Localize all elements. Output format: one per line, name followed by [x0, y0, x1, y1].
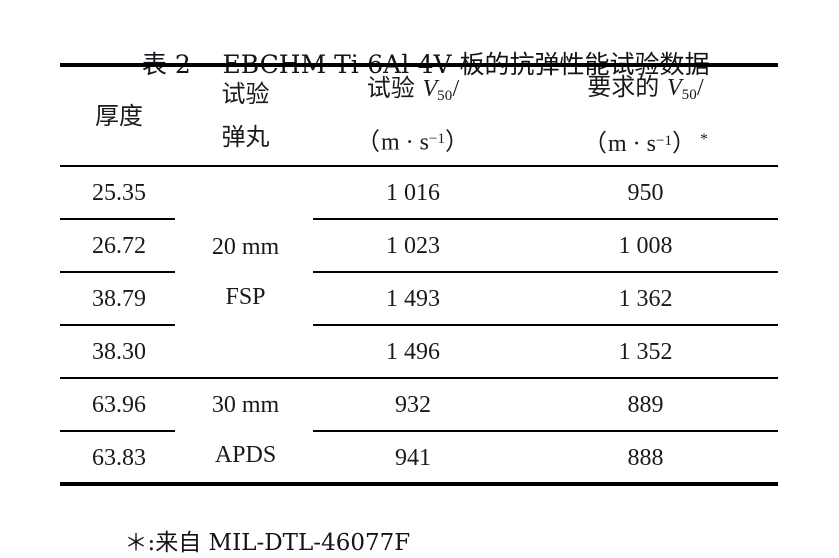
column-header-required-v50-line1: 要求的 V50/: [587, 66, 703, 117]
unit-metre: m: [608, 130, 627, 157]
table-row: 30 mm APDS: [178, 377, 313, 482]
column-header-required-v50-prefix: 要求的: [587, 73, 667, 102]
projectile-group-line2: APDS: [214, 441, 277, 468]
cell-test-v50: 1 496: [386, 339, 440, 365]
unit-middot: ·: [626, 130, 647, 157]
row-separator-5-left: [60, 430, 175, 432]
row-separator-2-left: [60, 271, 175, 273]
table-top-border: [60, 63, 778, 67]
table-row: 63.83: [60, 432, 178, 485]
projectile-group-separator: [60, 377, 778, 379]
table-row: 1 352: [513, 326, 778, 379]
table-row: 1 016: [313, 167, 513, 220]
unit-paren-open: （: [356, 129, 381, 156]
cell-test-v50: 932: [395, 392, 431, 418]
cell-required-v50: 1 008: [618, 233, 673, 259]
table-row: 38.79: [60, 273, 178, 326]
row-separator-3-right: [313, 324, 778, 326]
row-separator-1-left: [60, 218, 175, 220]
table-row: 950: [513, 167, 778, 220]
projectile-group-line2: FSP: [225, 284, 266, 310]
cell-required-v50: 950: [627, 180, 664, 206]
table-bottom-border: [60, 482, 778, 486]
projectile-group-line1: 30 mm: [211, 391, 280, 418]
cell-test-v50: 941: [395, 445, 431, 471]
table-row: 941: [313, 432, 513, 485]
cell-test-v50: 1 023: [386, 233, 440, 259]
column-header-test-v50-prefix: 试验: [366, 74, 423, 103]
cell-test-v50: 1 493: [386, 286, 440, 312]
unit-second: s: [646, 130, 657, 157]
cell-required-v50: 1 352: [618, 339, 673, 365]
column-header-thickness: 厚度: [60, 67, 178, 165]
table-row: 1 008: [513, 220, 778, 273]
row-separator-2-right: [313, 271, 778, 273]
cell-thickness: 63.83: [92, 445, 146, 471]
column-header-thickness-label: 厚度: [95, 101, 143, 130]
cell-thickness: 25.35: [92, 180, 146, 206]
table-footnote: ＊:来自 MIL-DTL-46077F: [113, 498, 411, 558]
column-header-test-v50-unit: （m · s−1）: [356, 118, 470, 164]
column-header-projectile-line1: 试验: [221, 80, 270, 108]
cell-thickness: 38.79: [92, 286, 146, 312]
unit-paren-close: ）: [444, 129, 470, 156]
unit-slash: /: [452, 76, 460, 103]
row-separator-1-right: [313, 218, 778, 220]
table-row: 63.96: [60, 379, 178, 432]
v50-symbol: V: [422, 76, 438, 103]
row-separator-5-right: [313, 430, 778, 432]
cell-thickness: 63.96: [92, 392, 146, 418]
row-separator-3-left: [60, 324, 175, 326]
unit-middot: ·: [399, 129, 420, 156]
footnote-marker-icon: *: [699, 130, 708, 148]
table-row: 1 496: [313, 326, 513, 379]
projectile-group-line1: 20 mm: [211, 234, 280, 260]
unit-second: s: [419, 129, 430, 156]
table-row: 20 mm FSP: [178, 167, 313, 377]
table-row: 25.35: [60, 167, 178, 220]
unit-metre: m: [381, 129, 400, 156]
cell-required-v50: 888: [627, 445, 664, 471]
table-row: 26.72: [60, 220, 178, 273]
cell-required-v50: 1 362: [618, 286, 673, 312]
table-row: 1 493: [313, 273, 513, 326]
table-row: 889: [513, 379, 778, 432]
table-row: 38.30: [60, 326, 178, 379]
column-header-test-v50: 试验 V50/ （m · s−1）: [313, 67, 513, 165]
column-header-test-v50-line1: 试验 V50/: [367, 67, 459, 118]
unit-exponent: −1: [656, 132, 672, 149]
table-row: 932: [313, 379, 513, 432]
v50-subscript: 50: [437, 88, 453, 105]
cell-test-v50: 1 016: [386, 180, 440, 206]
cell-thickness: 26.72: [92, 233, 146, 259]
unit-slash: /: [697, 75, 704, 102]
unit-exponent: −1: [429, 131, 445, 148]
unit-paren-open: （: [583, 130, 608, 157]
table-header-row: 厚度 试验 弹丸 试验 V50/ （m · s−1） 要求的 V50/ （m ·…: [60, 67, 778, 165]
data-table: 厚度 试验 弹丸 试验 V50/ （m · s−1） 要求的 V50/ （m ·…: [60, 63, 778, 489]
table-row: 1 362: [513, 273, 778, 326]
unit-paren-close: ）: [671, 130, 697, 157]
table-header-border: [60, 165, 778, 167]
table-footnote-text: ＊:来自 MIL-DTL-46077F: [124, 530, 411, 556]
column-header-projectile-line2: 弹丸: [221, 123, 270, 151]
column-header-required-v50: 要求的 V50/ （m · s−1） *: [513, 67, 778, 165]
v50-subscript: 50: [681, 87, 698, 104]
v50-symbol: V: [666, 75, 682, 102]
cell-thickness: 38.30: [92, 339, 146, 365]
table-row: 888: [513, 432, 778, 485]
cell-required-v50: 889: [627, 392, 664, 418]
table-row: 1 023: [313, 220, 513, 273]
column-header-projectile: 试验 弹丸: [178, 67, 313, 165]
column-header-required-v50-unit: （m · s−1） *: [583, 118, 708, 166]
